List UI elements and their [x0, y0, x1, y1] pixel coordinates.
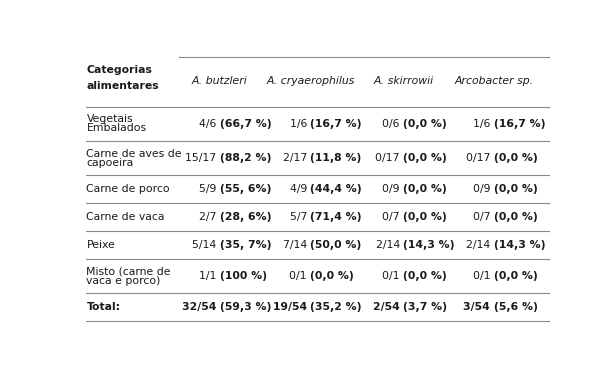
Text: (11,8 %): (11,8 %) — [311, 153, 362, 163]
Text: 0/9: 0/9 — [383, 184, 403, 194]
Text: (16,7 %): (16,7 %) — [311, 119, 362, 129]
Text: 0/1: 0/1 — [473, 271, 494, 281]
Text: 1/6: 1/6 — [473, 119, 494, 129]
Text: (0,0 %): (0,0 %) — [494, 184, 538, 194]
Text: 4/6: 4/6 — [199, 119, 220, 129]
Text: A. cryaerophilus: A. cryaerophilus — [266, 76, 355, 86]
Text: 2/54: 2/54 — [373, 302, 403, 312]
Text: 15/17: 15/17 — [185, 153, 220, 163]
Text: (14,3 %): (14,3 %) — [494, 240, 546, 250]
Text: Embalados: Embalados — [86, 123, 146, 133]
Text: 4/9: 4/9 — [290, 184, 311, 194]
Text: 19/54: 19/54 — [272, 302, 311, 312]
Text: (14,3 %): (14,3 %) — [403, 240, 455, 250]
Text: alimentares: alimentares — [86, 81, 159, 91]
Text: 2/14: 2/14 — [466, 240, 494, 250]
Text: Categorias: Categorias — [86, 65, 153, 75]
Text: (100 %): (100 %) — [220, 271, 267, 281]
Text: 0/7: 0/7 — [473, 212, 494, 222]
Text: 7/14: 7/14 — [283, 240, 311, 250]
Text: Carne de aves de: Carne de aves de — [86, 149, 182, 159]
Text: (0,0 %): (0,0 %) — [403, 212, 447, 222]
Text: 3/54: 3/54 — [464, 302, 494, 312]
Text: 0/9: 0/9 — [473, 184, 494, 194]
Text: (59,3 %): (59,3 %) — [220, 302, 271, 312]
Text: 2/14: 2/14 — [376, 240, 403, 250]
Text: Peixe: Peixe — [86, 240, 115, 250]
Text: Carne de porco: Carne de porco — [86, 184, 170, 194]
Text: 0/1: 0/1 — [290, 271, 311, 281]
Text: (0,0 %): (0,0 %) — [494, 212, 538, 222]
Text: (0,0 %): (0,0 %) — [403, 153, 447, 163]
Text: 0/7: 0/7 — [383, 212, 403, 222]
Text: 1/6: 1/6 — [290, 119, 311, 129]
Text: capoeira: capoeira — [86, 158, 133, 168]
Text: 5/14: 5/14 — [192, 240, 220, 250]
Text: (28, 6%): (28, 6%) — [220, 212, 271, 222]
Text: (88,2 %): (88,2 %) — [220, 153, 271, 163]
Text: A. butzleri: A. butzleri — [192, 76, 248, 86]
Text: (16,7 %): (16,7 %) — [494, 119, 546, 129]
Text: Total:: Total: — [86, 302, 121, 312]
Text: (35, 7%): (35, 7%) — [220, 240, 271, 250]
Text: (0,0 %): (0,0 %) — [403, 271, 447, 281]
Text: Carne de vaca: Carne de vaca — [86, 212, 165, 222]
Text: (71,4 %): (71,4 %) — [311, 212, 362, 222]
Text: Misto (carne de: Misto (carne de — [86, 267, 171, 277]
Text: (35,2 %): (35,2 %) — [311, 302, 362, 312]
Text: 0/6: 0/6 — [383, 119, 403, 129]
Text: 2/17: 2/17 — [283, 153, 311, 163]
Text: (44,4 %): (44,4 %) — [311, 184, 362, 194]
Text: Arcobacter sp.: Arcobacter sp. — [454, 76, 533, 86]
Text: 0/17: 0/17 — [376, 153, 403, 163]
Text: (50,0 %): (50,0 %) — [311, 240, 362, 250]
Text: (0,0 %): (0,0 %) — [311, 271, 354, 281]
Text: 5/9: 5/9 — [199, 184, 220, 194]
Text: (66,7 %): (66,7 %) — [220, 119, 271, 129]
Text: (0,0 %): (0,0 %) — [494, 271, 538, 281]
Text: A. skirrowii: A. skirrowii — [373, 76, 434, 86]
Text: 2/7: 2/7 — [199, 212, 220, 222]
Text: (3,7 %): (3,7 %) — [403, 302, 447, 312]
Text: 32/54: 32/54 — [182, 302, 220, 312]
Text: 1/1: 1/1 — [199, 271, 220, 281]
Text: vaca e porco): vaca e porco) — [86, 276, 161, 286]
Text: 0/17: 0/17 — [466, 153, 494, 163]
Text: 5/7: 5/7 — [290, 212, 311, 222]
Text: 0/1: 0/1 — [383, 271, 403, 281]
Text: (0,0 %): (0,0 %) — [494, 153, 538, 163]
Text: (0,0 %): (0,0 %) — [403, 119, 447, 129]
Text: Vegetais: Vegetais — [86, 114, 133, 124]
Text: (55, 6%): (55, 6%) — [220, 184, 271, 194]
Text: (5,6 %): (5,6 %) — [494, 302, 538, 312]
Text: (0,0 %): (0,0 %) — [403, 184, 447, 194]
